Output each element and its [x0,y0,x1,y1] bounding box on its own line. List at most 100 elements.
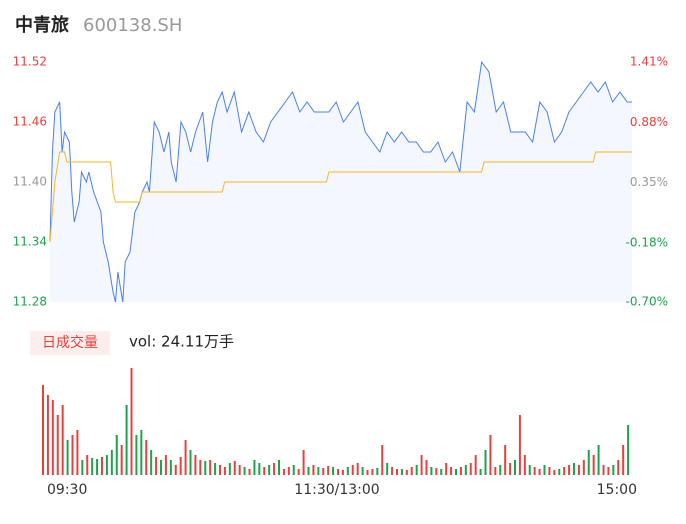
volume-bar [445,463,448,475]
volume-bar [568,465,571,475]
volume-bar [415,465,418,475]
volume-bar [514,460,516,475]
volume-bar [155,457,158,475]
volume-bar [317,467,320,475]
volume-bar [243,467,246,475]
volume-bar [523,455,526,475]
volume-bar [238,465,241,475]
volume-bar [405,470,408,475]
volume-bar [553,470,556,475]
y-tick-label: 11.34 [13,235,47,249]
volume-bar [56,415,59,475]
volume-bar [66,440,69,475]
volume-bar [189,450,192,475]
y-tick-label: 11.28 [13,295,47,309]
volume-bar [160,460,162,475]
volume-bar [627,425,630,475]
volume-bar [381,445,384,475]
volume-bar [101,457,103,475]
volume-bar [558,469,561,475]
x-tick-label: 09:30 [47,482,87,498]
volume-bar [91,458,94,475]
volume-bar [307,467,310,475]
stock-code: 600138.SH [83,15,182,36]
x-tick-label: 15:00 [597,482,637,498]
volume-bar [479,469,482,475]
volume-bar [538,469,541,475]
volume-bar [533,467,536,475]
volume-bar [115,435,118,475]
volume-bar [268,465,271,475]
volume-bar [150,450,153,475]
x-tick-label: 11:30/13:00 [294,482,379,498]
volume-bar [499,465,502,475]
volume-bar [86,455,89,475]
volume-bar [258,463,261,475]
volume-bar [371,469,374,475]
volume-bar [484,450,487,475]
volume-bar [169,460,172,475]
volume-bar [410,467,413,475]
volume-bar [346,467,349,475]
volume-bar [607,467,610,475]
volume-bar [96,459,99,475]
volume-bar [184,440,187,475]
volume-bar [233,461,236,475]
volume-bar [292,465,295,475]
y2-tick-label: 0.88% [630,115,668,129]
volume-bar [587,450,590,475]
volume-bar [145,440,148,475]
volume-bar [135,435,138,475]
volume-bar [51,400,54,475]
volume-bar [509,463,512,475]
y-tick-label: 11.40 [13,175,47,189]
volume-bar [548,467,551,475]
volume-bar [81,460,84,475]
volume-bar [263,467,266,475]
volume-bar [464,465,467,475]
volume-bar [273,463,276,475]
volume-bar [474,455,477,475]
volume-bar [563,467,566,475]
volume-bar [105,455,108,475]
volume-bar [356,463,359,475]
volume-bar [459,467,462,475]
volume-bar [125,405,128,475]
volume-bar [450,467,453,475]
volume-bar [287,467,290,475]
volume-bar [302,450,305,475]
volume-bar [425,460,428,475]
volume-bar [622,445,625,475]
volume-bar [42,385,44,475]
volume-bar [396,469,398,475]
volume-bar [543,465,546,475]
y2-tick-label: -0.70% [626,295,668,309]
volume-bar [140,430,143,475]
y-tick-label: 11.52 [13,55,47,69]
volume-bar [518,415,521,475]
volume-bar [322,468,325,475]
volume-bar [253,460,256,475]
volume-bar [602,465,605,475]
volume-bar [120,445,123,475]
volume-bar [219,465,221,475]
volume-bar [337,469,339,475]
volume-bar [110,450,113,475]
volume-bar [376,468,379,475]
volume-bar [61,405,64,475]
volume-bar [573,463,575,475]
volume-bar [612,465,615,475]
y2-tick-label: -0.18% [626,235,668,249]
volume-bar [76,430,79,475]
volume-bar [361,467,364,475]
volume-bar [489,435,492,475]
volume-bar [440,469,443,475]
volume-bar [327,466,330,475]
volume-bar [617,460,620,475]
volume-bar [179,457,182,475]
volume-bar [420,455,423,475]
stock-name: 中青旅 [15,14,69,36]
volume-bar [341,470,344,475]
volume-bar [130,368,133,475]
